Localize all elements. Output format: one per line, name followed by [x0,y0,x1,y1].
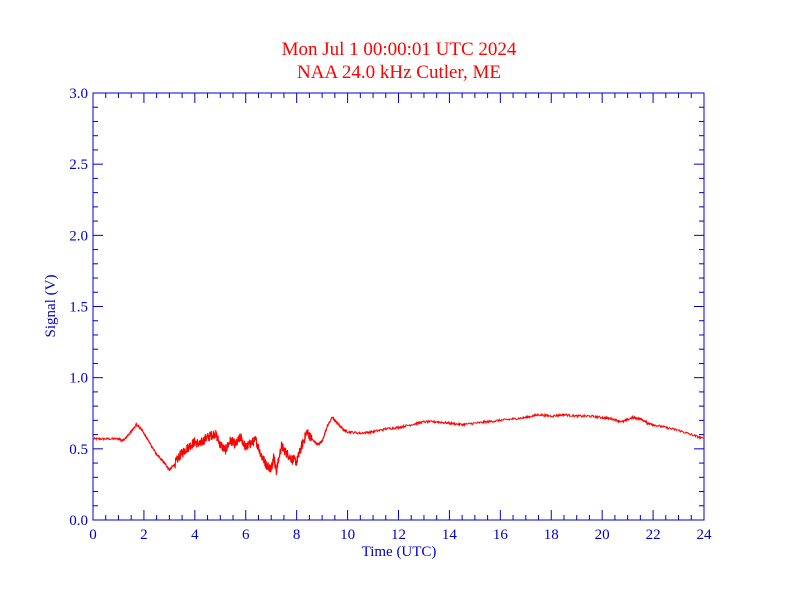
y-tick-label: 2.5 [69,157,88,173]
x-tick-label: 16 [493,527,509,543]
y-tick-label: 3.0 [69,86,88,102]
x-tick-label: 2 [140,527,148,543]
plot-frame [92,92,705,521]
x-tick-label: 14 [442,527,458,543]
x-tick-label: 18 [544,527,559,543]
chart-title: Mon Jul 1 00:00:01 UTC 2024 [282,39,517,60]
chart-subtitle: NAA 24.0 kHz Cutler, ME [297,62,501,83]
x-tick-label: 20 [595,527,610,543]
y-axis-label: Signal (V) [43,275,59,338]
y-tick-label: 1.5 [69,300,88,316]
x-tick-label: 0 [89,527,97,543]
y-tick-label: 1.0 [69,371,88,387]
x-tick-label: 12 [391,527,406,543]
x-tick-label: 8 [293,527,301,543]
x-tick-label: 6 [242,527,250,543]
x-tick-label: 24 [697,527,713,543]
y-tick-label: 2.0 [69,228,88,244]
x-tick-label: 10 [340,527,355,543]
y-tick-label: 0.5 [69,442,88,458]
axis-ticks [92,92,705,521]
x-tick-label: 4 [191,527,199,543]
signal-series-line [92,412,705,476]
y-tick-label: 0.0 [69,513,88,529]
x-axis-label: Time (UTC) [362,544,437,560]
axis-tick-labels: 0 2 4 6 8 10 12 14 16 18 20 22 240.00.51.01.52.02.53… [69,86,712,543]
x-tick-label: 22 [646,527,661,543]
